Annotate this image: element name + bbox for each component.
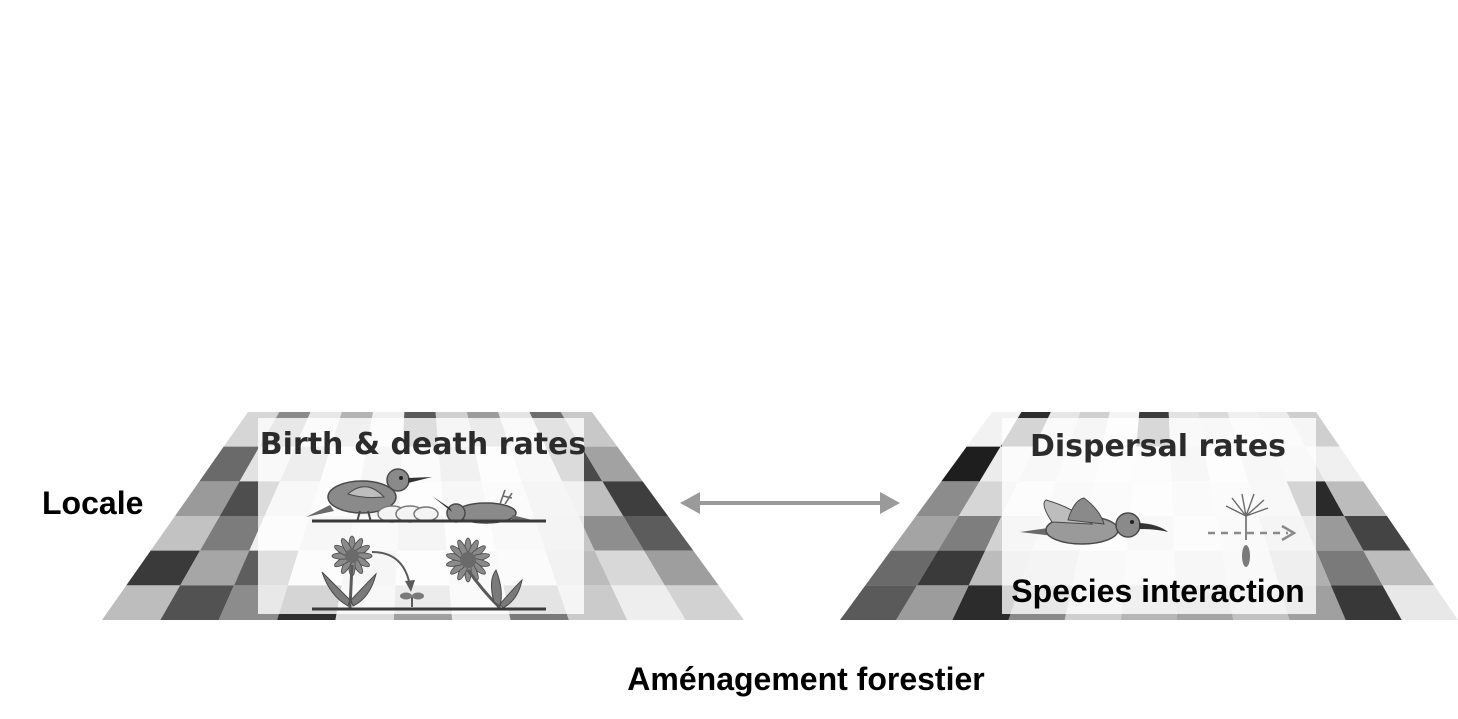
grid-cell [890, 516, 959, 551]
grid-cell [200, 516, 265, 551]
locale-label: Locale [42, 485, 143, 521]
grid-cell [610, 585, 686, 620]
grid-cell [594, 550, 665, 586]
eggs-icon [377, 505, 439, 523]
right-panel-subtitle: Species interaction [1011, 573, 1304, 609]
flower-icon [446, 537, 523, 610]
flying-bird-icon [1020, 497, 1168, 545]
grid-cell [937, 516, 1002, 551]
grid-cell [1344, 516, 1411, 551]
grid-cell [865, 550, 938, 586]
grid-cell [917, 550, 986, 586]
grid-cell [160, 585, 235, 620]
grid-cell [941, 446, 1001, 482]
grid-cell [1324, 481, 1387, 516]
grid-cell [664, 585, 744, 620]
grid-cell [896, 585, 969, 620]
dandelion-seed-icon [1225, 493, 1269, 567]
seed-arrow [371, 551, 415, 592]
dead-bird-icon [432, 489, 532, 524]
grid-cell [1382, 585, 1458, 620]
grid-cell [1330, 585, 1402, 620]
left-panel-title: Birth & death rates [260, 427, 586, 462]
double-arrow [680, 492, 900, 514]
grid-cell [175, 481, 240, 516]
grid-cell [1305, 446, 1364, 482]
grid-cell [150, 516, 220, 551]
grid-cell [180, 550, 250, 586]
grid-cell [840, 585, 918, 620]
grid-cell [1316, 550, 1383, 586]
grid-cell [1301, 516, 1364, 551]
right-panel-title: Dispersal rates [1030, 429, 1286, 464]
grid-cell [126, 550, 200, 586]
grid-cell [581, 446, 643, 482]
grid-cell [623, 516, 694, 551]
grid-cell [578, 516, 644, 551]
bird-icon [306, 468, 432, 523]
grid-cell [102, 585, 181, 620]
grid-cell [916, 481, 980, 516]
flower-icon [321, 535, 377, 609]
grid-cell [199, 446, 260, 482]
grid-cell [1363, 550, 1435, 586]
grid-cell [602, 481, 668, 516]
seedling-icon [400, 592, 424, 607]
management-label: Aménagement forestier [627, 661, 984, 697]
dispersal-dashed-arrow [1208, 524, 1297, 542]
grid-cell [644, 550, 719, 586]
